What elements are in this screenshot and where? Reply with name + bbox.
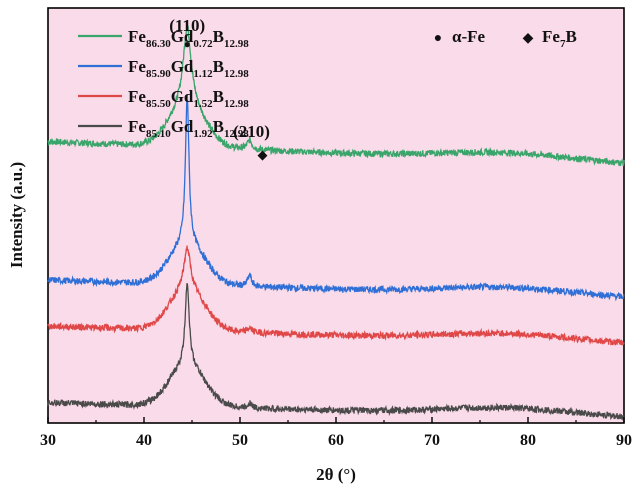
alpha-fe-marker-icon: ● [434,31,442,46]
series-legend: Fe86.30​Gd0.72​B12.98​ Fe85.90​Gd1.12​B12… [78,27,249,140]
phase-label-2: Fe7B [542,27,577,50]
y-axis-title: Intensity (a.u.) [7,162,26,268]
series-line-2 [47,94,625,302]
series-layer [47,25,625,421]
fe7b-marker-icon: ◆ [523,31,534,46]
legend-label-4: Fe85.10​Gd1.92​B12.98​ [128,117,249,140]
peak-label-1: (110) [169,16,205,35]
plot-background [47,7,625,424]
series-line-1 [47,25,625,167]
fe7b-peak-marker-icon: ◆ [258,147,268,162]
legend-label-2: Fe85.90​Gd1.12​B12.98​ [128,57,249,80]
x-tick-label: 40 [136,432,152,449]
series-line-3 [47,245,625,346]
x-tick-label: 60 [328,432,344,449]
x-tick-label: 50 [232,432,248,449]
x-tick-label: 80 [520,432,536,449]
x-tick-label: 90 [616,432,632,449]
peak-label-2: (210) [233,122,270,141]
peak-annotations: (110) ● (210) ◆ [169,16,270,162]
series-line-4 [47,282,625,421]
phase-label-1: α-Fe [452,27,486,46]
x-tick-label: 30 [40,432,56,449]
axes-layer: 30 40 50 60 70 80 90 [40,417,632,449]
legend-label-3: Fe85.50​Gd1.52​B12.98​ [128,87,249,110]
legend-label-1: Fe86.30​Gd0.72​B12.98​ [128,27,249,50]
phase-legend: ● α-Fe ◆ Fe7B [434,27,577,50]
alpha-fe-peak-marker-icon: ● [184,37,191,51]
x-tick-label: 70 [424,432,440,449]
x-axis-title: 2θ (°) [316,465,356,484]
